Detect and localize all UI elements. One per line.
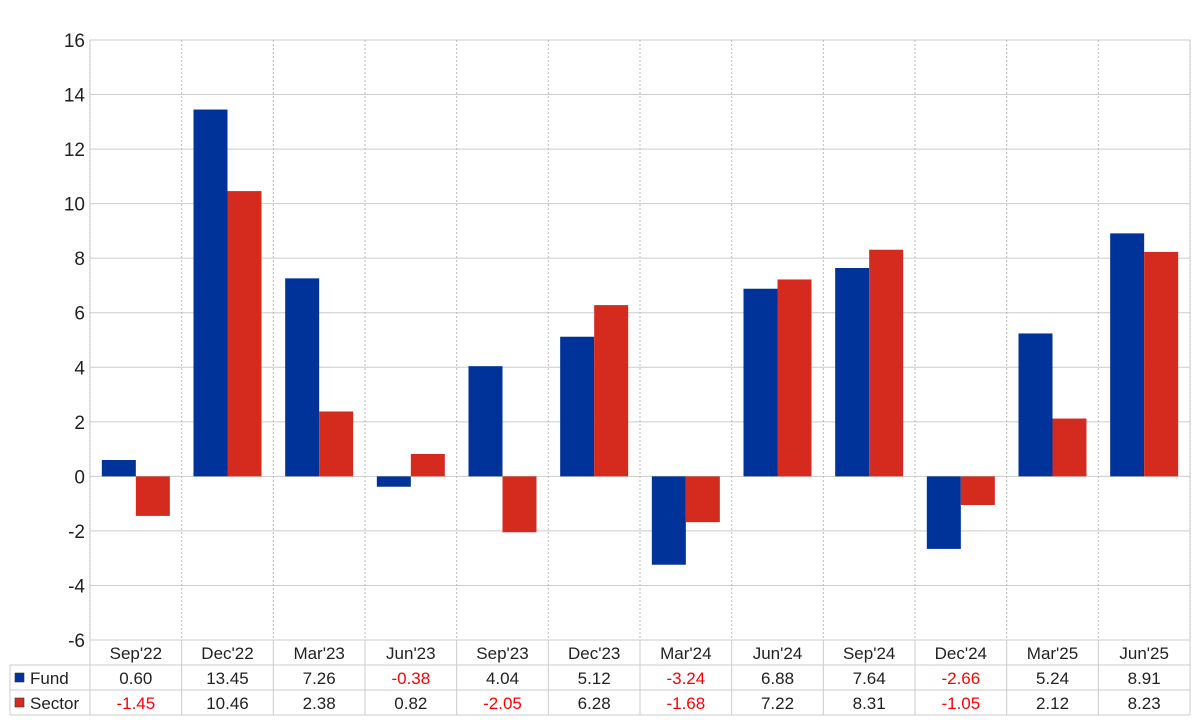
bar-sector: [502, 476, 537, 533]
data-label-sector: 6.28: [578, 694, 611, 713]
data-label-sector: 0.82: [394, 694, 427, 713]
y-tick-label: 14: [64, 86, 86, 107]
bar-sector: [777, 279, 812, 477]
legend-label-sector: Sector: [30, 694, 79, 713]
data-label-fund: 0.60: [119, 669, 152, 688]
category-label: Sep'22: [110, 644, 162, 663]
bar-fund: [101, 460, 136, 477]
y-tick-label: 4: [74, 358, 85, 379]
bar-sector: [960, 476, 995, 505]
data-label-fund: 4.04: [486, 669, 519, 688]
y-tick-label: 10: [64, 195, 85, 216]
bar-fund: [651, 476, 686, 565]
category-label: Jun'25: [1119, 644, 1169, 663]
bar-fund: [560, 336, 595, 477]
data-label-sector: 8.23: [1128, 694, 1161, 713]
category-label: Sep'24: [843, 644, 895, 663]
bar-sector: [1144, 251, 1179, 477]
bar-fund: [285, 278, 320, 477]
y-tick-label: 8: [74, 249, 85, 270]
category-label: Dec'23: [568, 644, 620, 663]
data-label-fund: 13.45: [206, 669, 249, 688]
bar-fund: [193, 109, 228, 477]
data-label-sector: -1.05: [941, 694, 980, 713]
y-tick-label: 6: [74, 304, 85, 325]
legend-swatch-sector: [14, 697, 25, 708]
data-label-fund: 7.64: [853, 669, 886, 688]
bar-sector: [594, 305, 629, 477]
data-label-fund: -2.66: [941, 669, 980, 688]
bar-fund: [835, 268, 870, 477]
data-label-fund: 5.24: [1036, 669, 1069, 688]
data-label-fund: 7.26: [303, 669, 336, 688]
y-tick-label: -2: [68, 522, 85, 543]
data-label-sector: 10.46: [206, 694, 249, 713]
bar-fund: [468, 366, 503, 477]
legend-label-fund: Fund: [30, 669, 69, 688]
category-label: Dec'22: [201, 644, 253, 663]
data-label-fund: -0.38: [391, 669, 430, 688]
category-label: Sep'23: [476, 644, 528, 663]
category-label: Mar'23: [293, 644, 344, 663]
bar-fund: [376, 476, 411, 487]
y-tick-label: -4: [68, 576, 85, 597]
bar-sector: [319, 411, 354, 477]
y-tick-label: 2: [74, 413, 85, 434]
category-label: Mar'24: [660, 644, 711, 663]
data-label-fund: 8.91: [1128, 669, 1161, 688]
y-tick-label: 16: [64, 31, 85, 52]
data-label-fund: -3.24: [666, 669, 705, 688]
data-label-sector: -1.68: [666, 694, 705, 713]
y-tick-label: -6: [68, 631, 85, 652]
y-tick-label: 12: [64, 140, 85, 161]
bar-sector: [685, 476, 720, 523]
data-label-fund: 5.12: [578, 669, 611, 688]
bar-fund: [926, 476, 961, 549]
data-label-fund: 6.88: [761, 669, 794, 688]
bar-sector: [869, 249, 904, 477]
data-label-sector: 7.22: [761, 694, 794, 713]
bar-sector: [135, 476, 170, 516]
data-label-sector: -2.05: [483, 694, 522, 713]
y-tick-label: 0: [74, 467, 85, 488]
category-label: Mar'25: [1027, 644, 1078, 663]
category-label: Dec'24: [935, 644, 987, 663]
data-label-sector: -1.45: [116, 694, 155, 713]
data-label-sector: 2.12: [1036, 694, 1069, 713]
data-label-sector: 2.38: [303, 694, 336, 713]
bar-fund: [1110, 233, 1145, 477]
bar-fund: [1018, 333, 1053, 477]
category-label: Jun'23: [386, 644, 436, 663]
data-label-sector: 8.31: [853, 694, 886, 713]
bar-fund: [743, 288, 778, 477]
bar-sector: [410, 454, 445, 477]
legend-swatch-fund: [14, 672, 25, 683]
bar-sector: [1052, 418, 1087, 477]
category-label: Jun'24: [753, 644, 803, 663]
bar-sector: [227, 191, 262, 477]
